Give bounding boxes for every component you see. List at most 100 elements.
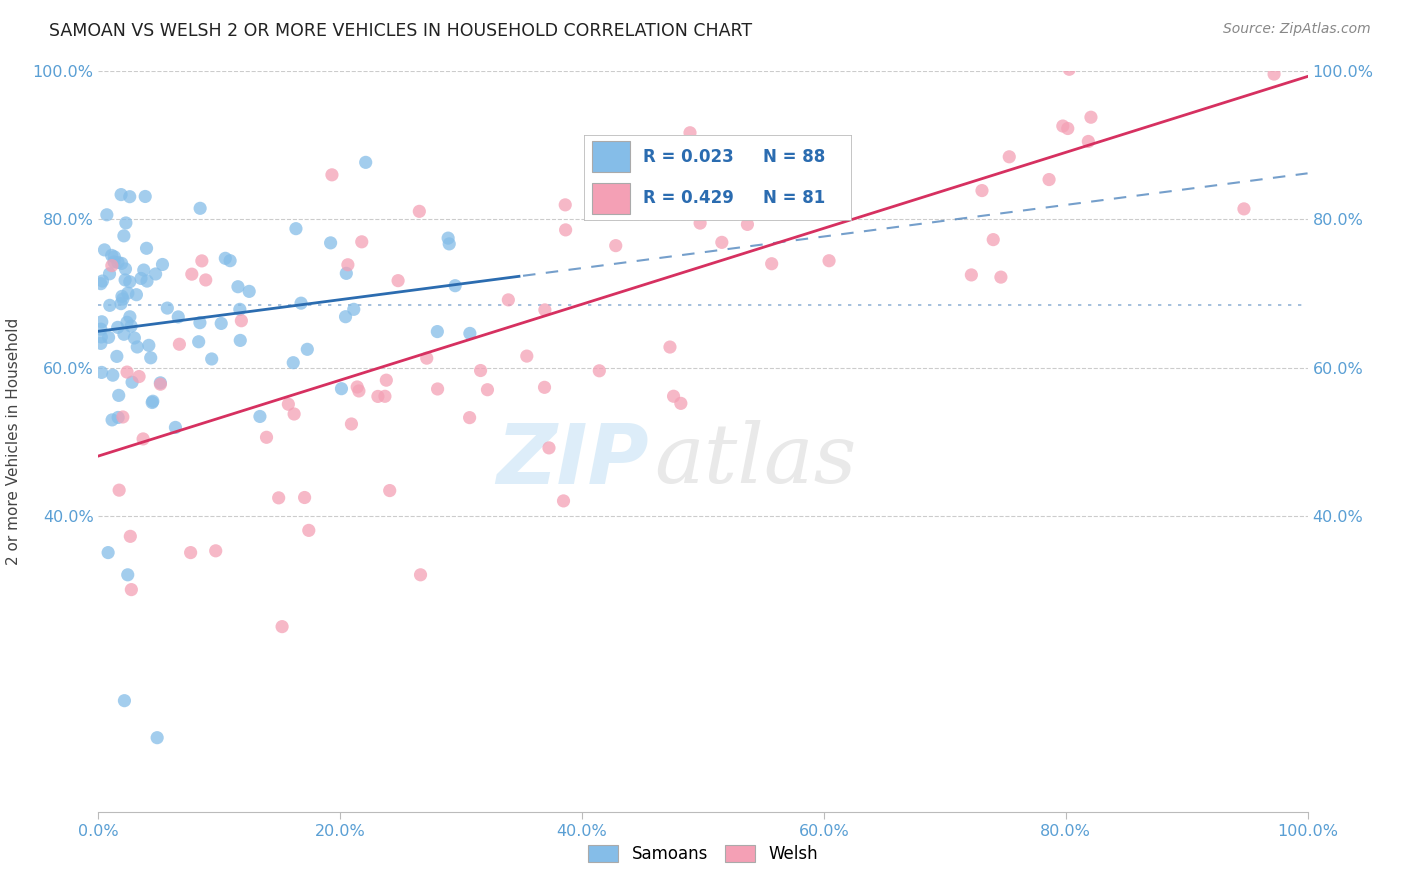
Y-axis label: 2 or more Vehicles in Household: 2 or more Vehicles in Household [7, 318, 21, 566]
Point [408, 204, 430, 219]
Point [107, 388, 129, 402]
Point [112, 327, 135, 342]
Point [107, 410, 129, 425]
Text: N = 81: N = 81 [763, 189, 825, 207]
Point [375, 373, 398, 387]
Point [426, 382, 449, 396]
Point [644, 148, 666, 162]
Point [118, 310, 141, 324]
Text: Source: ZipAtlas.com: Source: ZipAtlas.com [1223, 22, 1371, 37]
Point [374, 389, 396, 403]
Point [152, 258, 174, 272]
Point [169, 337, 191, 351]
Point [330, 382, 353, 396]
Point [156, 301, 179, 315]
Point [107, 255, 129, 269]
Point [90, 336, 112, 351]
Point [91, 274, 114, 288]
Point [114, 262, 136, 277]
Point [689, 216, 711, 230]
Point [118, 190, 141, 204]
Point [146, 731, 169, 745]
Point [458, 326, 481, 341]
Point [115, 216, 138, 230]
Point [187, 334, 209, 349]
Point [124, 331, 146, 345]
Point [107, 320, 129, 334]
Point [387, 274, 409, 288]
Point [90, 322, 112, 336]
Legend: Samoans, Welsh: Samoans, Welsh [582, 838, 824, 870]
Point [112, 228, 135, 243]
Point [226, 279, 249, 293]
Point [96, 208, 118, 222]
Point [127, 340, 149, 354]
Text: SAMOAN VS WELSH 2 OR MORE VEHICLES IN HOUSEHOLD CORRELATION CHART: SAMOAN VS WELSH 2 OR MORE VEHICLES IN HO… [49, 22, 752, 40]
Point [101, 413, 124, 427]
Point [378, 483, 401, 498]
Point [347, 384, 370, 398]
Point [135, 241, 157, 255]
Point [100, 248, 122, 262]
Point [149, 376, 172, 390]
Point [477, 383, 499, 397]
Point [90, 277, 112, 291]
Point [354, 155, 377, 169]
Point [458, 410, 481, 425]
Point [136, 274, 159, 288]
Point [1263, 67, 1285, 81]
Text: R = 0.023: R = 0.023 [643, 148, 734, 166]
Text: R = 0.429: R = 0.429 [643, 189, 734, 207]
Point [367, 389, 389, 403]
Point [111, 256, 134, 270]
Point [105, 350, 128, 364]
Point [115, 365, 138, 379]
Point [1056, 121, 1078, 136]
Point [90, 330, 112, 344]
Point [859, 57, 882, 71]
Point [679, 126, 702, 140]
Point [335, 310, 357, 324]
Point [343, 302, 366, 317]
Point [167, 310, 190, 324]
Point [1077, 135, 1099, 149]
Point [194, 273, 217, 287]
Text: ZIP: ZIP [496, 419, 648, 500]
Point [1080, 110, 1102, 124]
Point [110, 187, 132, 202]
Point [132, 432, 155, 446]
Point [426, 325, 449, 339]
Point [290, 296, 312, 310]
Point [409, 567, 432, 582]
Point [998, 150, 1021, 164]
Point [229, 302, 252, 317]
Point [277, 397, 299, 411]
Point [533, 380, 555, 394]
Point [209, 317, 232, 331]
Point [662, 389, 685, 403]
Point [90, 315, 112, 329]
Point [294, 491, 316, 505]
Point [346, 380, 368, 394]
Point [121, 375, 143, 389]
Point [90, 366, 112, 380]
Point [238, 285, 260, 299]
Point [219, 253, 242, 268]
Point [117, 567, 139, 582]
Point [103, 250, 125, 264]
Point [101, 368, 124, 383]
Point [188, 316, 211, 330]
Point [120, 319, 142, 334]
Point [658, 340, 681, 354]
Point [180, 546, 202, 560]
Point [118, 275, 141, 289]
Point [516, 349, 538, 363]
Point [201, 351, 224, 366]
Point [761, 257, 783, 271]
Point [180, 267, 202, 281]
Point [103, 255, 125, 269]
Point [191, 253, 214, 268]
Point [108, 483, 131, 497]
Point [583, 167, 606, 181]
Point [737, 218, 759, 232]
